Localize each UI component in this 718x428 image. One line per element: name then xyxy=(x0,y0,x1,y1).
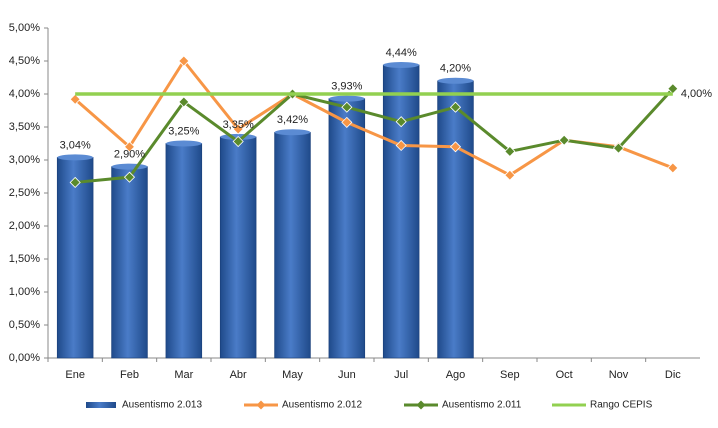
legend-marker xyxy=(416,400,426,410)
legend-label: Ausentismo 2.013 xyxy=(122,400,202,411)
y-tick-label: 4,50% xyxy=(9,55,40,67)
bar-top xyxy=(165,140,202,147)
bar-value-label: 3,35% xyxy=(223,119,254,131)
legend-label: Ausentismo 2.012 xyxy=(282,400,362,411)
line-marker xyxy=(232,123,244,135)
bar-value-label: 4,44% xyxy=(386,47,417,59)
x-tick-label: Ene xyxy=(65,369,85,381)
y-tick-label: 5,00% xyxy=(9,22,40,34)
bar-top xyxy=(111,163,148,170)
bar xyxy=(111,166,148,359)
y-tick-label: 1,50% xyxy=(9,253,40,265)
line-marker xyxy=(504,145,516,157)
line-marker xyxy=(667,162,679,174)
line-marker xyxy=(232,135,244,148)
line-series xyxy=(74,59,674,177)
line-marker xyxy=(69,93,81,105)
x-tick-label: Oct xyxy=(556,369,573,381)
bar-value-label: 3,93% xyxy=(331,81,362,93)
line-marker xyxy=(341,101,353,113)
y-tick-label: 3,00% xyxy=(9,154,40,166)
line-marker xyxy=(558,134,570,146)
bar-top xyxy=(437,77,474,84)
legend-swatch xyxy=(86,402,116,408)
bar xyxy=(328,98,366,359)
bar xyxy=(382,64,420,359)
x-tick-label: Dic xyxy=(665,369,681,381)
bar-value-label: 3,42% xyxy=(277,114,308,126)
y-tick-label: 3,50% xyxy=(9,121,40,133)
legend-marker xyxy=(256,400,266,410)
x-tick-label: Ago xyxy=(446,369,466,381)
x-tick-label: Abr xyxy=(230,369,247,381)
x-tick-label: Mar xyxy=(174,369,193,381)
line-value-label: 4,00% xyxy=(681,88,712,100)
line-marker xyxy=(178,96,190,108)
bar xyxy=(274,131,311,359)
bar-value-label: 4,20% xyxy=(440,63,471,75)
bar-top xyxy=(57,154,94,161)
y-tick-label: 0,00% xyxy=(9,352,40,364)
line-marker xyxy=(178,55,190,67)
bar xyxy=(219,136,257,359)
x-tick-label: Sep xyxy=(500,369,520,381)
bar xyxy=(165,143,203,359)
y-tick-label: 0,50% xyxy=(9,319,40,331)
x-tick-label: Feb xyxy=(120,369,139,381)
legend-label: Ausentismo 2.011 xyxy=(442,400,522,411)
x-tick-label: Jun xyxy=(338,369,356,381)
x-tick-label: May xyxy=(282,369,303,381)
y-tick-label: 1,00% xyxy=(9,286,40,298)
bar xyxy=(437,80,474,359)
bar-top xyxy=(274,129,311,136)
x-tick-label: Nov xyxy=(609,369,629,381)
line-marker xyxy=(395,116,407,128)
line-marker xyxy=(449,101,462,113)
line-marker xyxy=(612,142,625,154)
line-marker xyxy=(504,169,516,181)
bar-value-label: 3,04% xyxy=(60,139,91,151)
bar-top xyxy=(383,61,420,68)
bar-value-label: 3,25% xyxy=(168,125,199,137)
line-marker xyxy=(341,116,353,128)
line-marker xyxy=(69,176,81,189)
line-marker xyxy=(123,171,136,183)
line-marker xyxy=(395,139,407,152)
line-marker xyxy=(123,141,136,153)
bar-value-label: 2,90% xyxy=(114,149,145,161)
y-tick-label: 2,50% xyxy=(9,187,40,199)
line-marker xyxy=(449,141,462,153)
legend-label: Rango CEPIS xyxy=(590,400,653,411)
y-tick-label: 4,00% xyxy=(9,88,40,100)
y-tick-label: 2,00% xyxy=(9,220,40,232)
x-tick-label: Jul xyxy=(394,369,408,381)
line-series xyxy=(75,87,674,184)
bar-top xyxy=(328,95,365,102)
